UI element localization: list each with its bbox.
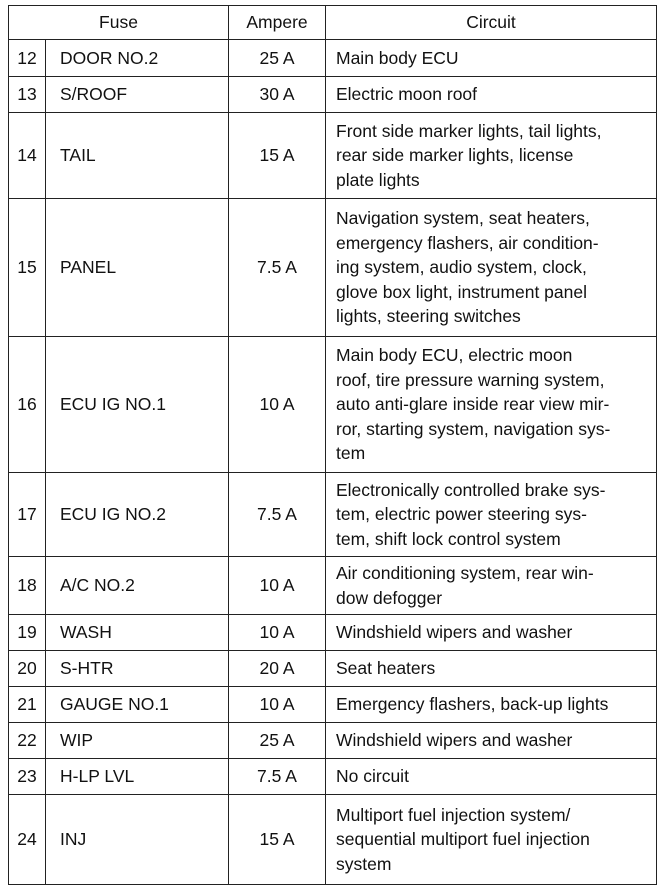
fuse-name: WASH (45, 614, 229, 651)
fuse-name: GAUGE NO.1 (45, 686, 229, 723)
circuit-line: Navigation system, seat heaters, (336, 208, 590, 229)
fuse-name: S-HTR (45, 650, 229, 687)
fuse-name: ECU IG NO.2 (45, 472, 229, 557)
ampere: 10 A (228, 556, 326, 615)
table-row: 14 TAIL 15 A Front side marker lights, tail… (8, 112, 657, 199)
fuse-name: PANEL (45, 198, 229, 337)
table-row: 18 A/C NO.2 10 A Air conditioning system, r… (8, 556, 657, 615)
circuit: Windshield wipers and washer (325, 614, 657, 651)
circuit: Electronically controlled brake sys-tem,… (325, 472, 657, 557)
circuit: Main body ECU (325, 39, 657, 77)
table-row: 24 INJ 15 A Multiport fuel injection system… (8, 794, 657, 885)
ampere: 15 A (228, 112, 326, 199)
circuit-line: tem (336, 443, 366, 464)
circuit-line: emergency flashers, air condition- (336, 232, 599, 253)
ampere: 30 A (228, 76, 326, 113)
fuse-name: A/C NO.2 (45, 556, 229, 615)
circuit-line: dow defogger (336, 587, 443, 608)
circuit-line: Air conditioning system, rear win- (336, 562, 594, 583)
ampere: 10 A (228, 614, 326, 651)
circuit: Emergency flashers, back-up lights (325, 686, 657, 723)
fuse-number: 15 (8, 198, 46, 337)
circuit: Main body ECU, electric moon roof, tire p… (325, 336, 657, 473)
fuse-number: 17 (8, 472, 46, 557)
fuse-number: 12 (8, 39, 46, 77)
circuit: Front side marker lights, tail lights, re… (325, 112, 657, 199)
ampere: 10 A (228, 686, 326, 723)
circuit-line: roof, tire pressure warning system, (336, 369, 605, 390)
circuit-line: lights, steering switches (336, 306, 521, 327)
circuit-line: Front side marker lights, tail lights, (336, 120, 602, 141)
table-row: 22 WIP 25 A Windshield wipers and washer (8, 722, 657, 759)
table-row: 13 S/ROOF 30 A Electric moon roof (8, 76, 657, 113)
ampere: 15 A (228, 794, 326, 885)
circuit-line: Multiport fuel injection system/ (336, 804, 571, 825)
circuit-line: Main body ECU, electric moon (336, 345, 573, 366)
header-cell: Fuse (8, 5, 229, 40)
circuit-line: sequential multiport fuel injection (336, 829, 590, 850)
table-row: 21 GAUGE NO.1 10 A Emergency flashers, back… (8, 686, 657, 723)
table-row: 17 ECU IG NO.2 7.5 A Electronically control… (8, 472, 657, 557)
fuse-number: 21 (8, 686, 46, 723)
circuit-line: auto anti-glare inside rear view mir- (336, 394, 610, 415)
circuit-line: system (336, 853, 392, 874)
circuit-line: rear side marker lights, license (336, 145, 574, 166)
fuse-number: 16 (8, 336, 46, 473)
table-row: 15 PANEL 7.5 A Navigation system, seat heat… (8, 198, 657, 337)
circuit-line: Electric moon roof (336, 84, 478, 105)
circuit: Electric moon roof (325, 76, 657, 113)
circuit-line: plate lights (336, 169, 420, 190)
fuse-number: 20 (8, 650, 46, 687)
table-row: 23 H-LP LVL 7.5 A No circuit (8, 758, 657, 795)
circuit: No circuit (325, 758, 657, 795)
header-cell: Ampere (228, 5, 326, 40)
fuse-name: H-LP LVL (45, 758, 229, 795)
circuit-line: Windshield wipers and washer (336, 730, 573, 751)
fuse-number: 23 (8, 758, 46, 795)
fuse-number: 13 (8, 76, 46, 113)
circuit: Air conditioning system, rear win-dow de… (325, 556, 657, 615)
fuse-name: DOOR NO.2 (45, 39, 229, 77)
fuse-table: Fuse Ampere Circuit 12 DOOR NO.2 25 A Main … (8, 5, 657, 885)
fuse-number: 24 (8, 794, 46, 885)
fuse-number: 19 (8, 614, 46, 651)
table-row: 20 S-HTR 20 A Seat heaters (8, 650, 657, 687)
circuit-line: ing system, audio system, clock, (336, 257, 587, 278)
fuse-name: ECU IG NO.1 (45, 336, 229, 473)
circuit: Navigation system, seat heaters, emergenc… (325, 198, 657, 337)
table-row: 12 DOOR NO.2 25 A Main body ECU (8, 39, 657, 77)
header-row: Fuse Ampere Circuit (8, 5, 657, 40)
circuit-line: Emergency flashers, back-up lights (336, 694, 609, 715)
circuit-line: tem, electric power steering sys- (336, 504, 587, 525)
ampere: 7.5 A (228, 198, 326, 337)
ampere: 7.5 A (228, 758, 326, 795)
circuit-line: No circuit (336, 766, 409, 787)
ampere: 25 A (228, 39, 326, 77)
header-cell: Circuit (325, 5, 657, 40)
fuse-number: 14 (8, 112, 46, 199)
table-row: 19 WASH 10 A Windshield wipers and washer (8, 614, 657, 651)
circuit-line: glove box light, instrument panel (336, 281, 587, 302)
ampere: 25 A (228, 722, 326, 759)
ampere: 10 A (228, 336, 326, 473)
circuit-line: tem, shift lock control system (336, 528, 561, 549)
fuse-name: TAIL (45, 112, 229, 199)
circuit-line: Windshield wipers and washer (336, 622, 573, 643)
ampere: 20 A (228, 650, 326, 687)
table-row: 16 ECU IG NO.1 10 A Main body ECU, electric… (8, 336, 657, 473)
circuit: Seat heaters (325, 650, 657, 687)
fuse-name: INJ (45, 794, 229, 885)
fuse-name: WIP (45, 722, 229, 759)
circuit-line: Seat heaters (336, 658, 436, 679)
ampere: 7.5 A (228, 472, 326, 557)
fuse-number: 18 (8, 556, 46, 615)
fuse-name: S/ROOF (45, 76, 229, 113)
circuit-line: ror, starting system, navigation sys- (336, 418, 611, 439)
circuit-line: Electronically controlled brake sys- (336, 479, 606, 500)
fuse-number: 22 (8, 722, 46, 759)
circuit-line: Main body ECU (336, 47, 459, 68)
circuit: Multiport fuel injection system/sequenti… (325, 794, 657, 885)
circuit: Windshield wipers and washer (325, 722, 657, 759)
